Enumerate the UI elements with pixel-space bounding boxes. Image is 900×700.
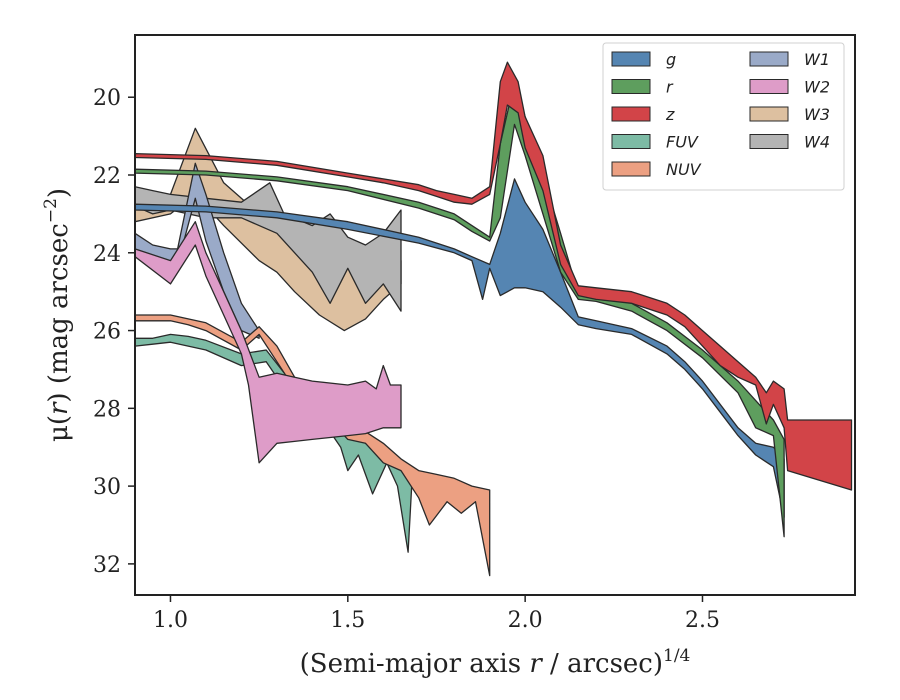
y-tick-label: 26 <box>93 320 121 345</box>
legend-label-w4: W4 <box>804 133 830 152</box>
profile-bands <box>135 61 853 577</box>
legend-label-g: g <box>666 50 676 69</box>
legend-swatch-r <box>611 79 651 94</box>
legend-swatch-z <box>611 106 651 122</box>
y-tick-label: 28 <box>93 397 121 422</box>
legend-swatch-nuv <box>611 161 651 177</box>
legend-label-fuv: FUV <box>666 133 699 152</box>
legend-label-w2: W2 <box>804 78 830 97</box>
y-tick-label: 30 <box>93 475 121 500</box>
y-axis-ticks: 20 22 24 26 28 30 32 <box>93 86 135 578</box>
legend-swatch-g <box>611 51 651 67</box>
legend-label-r: r <box>666 78 674 97</box>
y-tick-label: 20 <box>93 86 121 111</box>
y-tick-label: 24 <box>93 242 121 267</box>
legend-swatch-fuv <box>611 134 651 149</box>
legend: grz FUV NUV W1 W2 W3 W4 <box>602 42 845 191</box>
legend-swatch-w3 <box>749 106 789 122</box>
legend-label-w3: W3 <box>804 105 830 124</box>
x-tick-label: 1.5 <box>330 608 365 633</box>
band-r <box>135 81 785 538</box>
legend-swatch-w2 <box>749 79 789 94</box>
legend-swatch-w1 <box>749 51 789 67</box>
x-tick-label: 1.0 <box>153 608 188 633</box>
y-tick-label: 32 <box>93 553 121 578</box>
legend-swatch-w4 <box>749 134 789 149</box>
x-tick-label: 2.0 <box>508 608 543 633</box>
plot-frame <box>134 34 856 596</box>
x-axis-label: (Semi-major axis r / arcsec)1/4 <box>300 646 691 679</box>
legend-label-w1: W1 <box>804 50 830 69</box>
band-z <box>135 61 853 491</box>
legend-label-nuv: NUV <box>666 160 702 179</box>
legend-label-z: z <box>665 105 675 124</box>
y-axis-label: μ(r) (mag arcsec−2) <box>41 188 74 442</box>
band-w2 <box>135 221 402 464</box>
band-nuv <box>135 314 491 577</box>
x-axis-ticks: 1.0 1.5 2.0 2.5 <box>153 595 720 633</box>
band-fuv <box>135 333 413 553</box>
y-tick-label: 22 <box>93 164 121 189</box>
x-tick-label: 2.5 <box>685 608 720 633</box>
